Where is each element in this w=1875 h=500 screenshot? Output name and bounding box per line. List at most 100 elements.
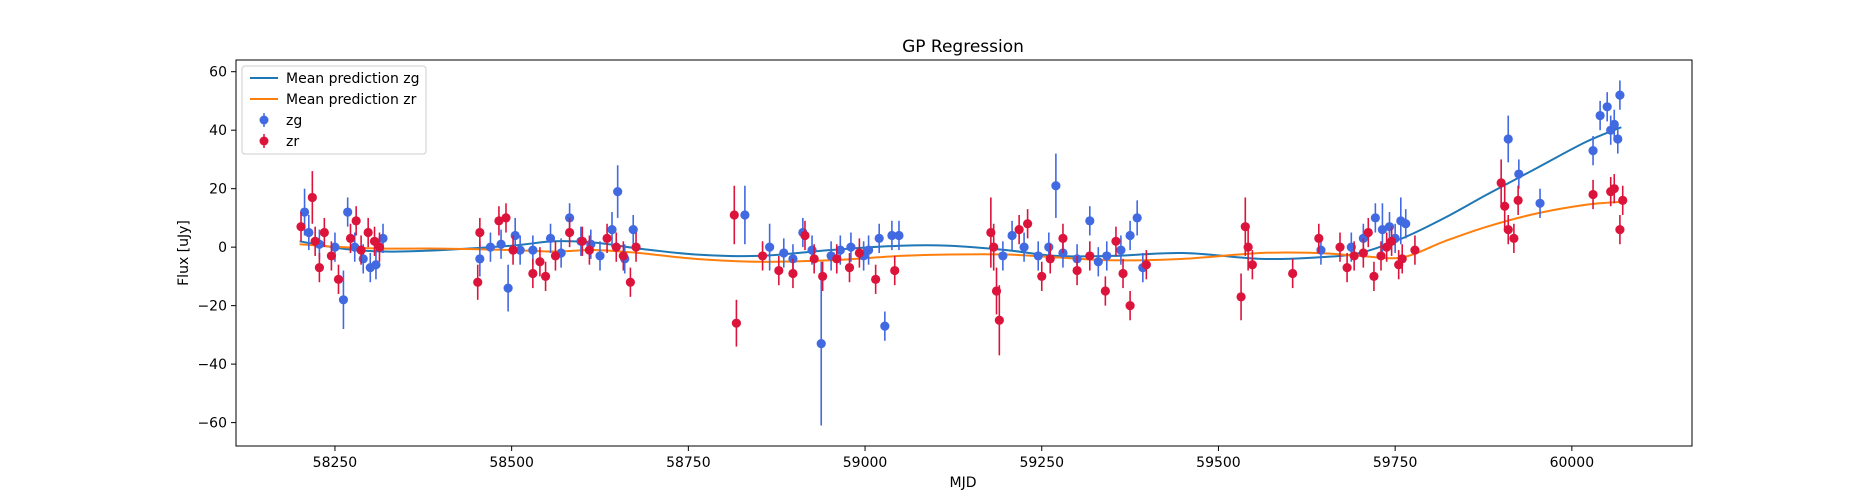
zr-data-point xyxy=(1314,233,1324,243)
y-tick-label: 40 xyxy=(209,123,227,139)
zg-data-point xyxy=(628,225,638,235)
x-tick-label: 58750 xyxy=(666,455,711,471)
zg-data-point xyxy=(1377,225,1388,235)
zg-data-point xyxy=(338,295,349,305)
x-tick-label: 59750 xyxy=(1373,455,1418,471)
zg-data-point xyxy=(835,245,845,255)
zg-data-point xyxy=(358,254,368,264)
zr-data-point xyxy=(729,210,739,220)
zr-data-point xyxy=(788,268,798,279)
zr-data-point xyxy=(1588,189,1598,200)
y-tick-label: 20 xyxy=(209,182,227,198)
zr-data-point xyxy=(1118,268,1128,279)
x-tick-label: 59250 xyxy=(1019,455,1064,471)
zr-data-point xyxy=(1376,251,1386,261)
plot-area xyxy=(296,80,1628,426)
zr-data-point xyxy=(1100,286,1110,296)
series-zr-points xyxy=(296,159,1628,356)
zr-data-point xyxy=(296,222,306,232)
zr-data-point xyxy=(1141,260,1151,270)
zg-data-point xyxy=(1595,110,1605,121)
zr-data-point xyxy=(1111,236,1121,246)
zr-data-point xyxy=(1125,301,1135,311)
zg-data-point xyxy=(528,245,538,255)
zg-data-point xyxy=(816,339,826,349)
zr-data-point xyxy=(731,318,742,328)
zg-data-point xyxy=(510,230,520,241)
zg-data-point xyxy=(595,251,605,261)
zg-data-point xyxy=(1613,134,1623,144)
zr-data-point xyxy=(535,257,545,267)
zr-data-point xyxy=(540,271,551,281)
zr-data-point xyxy=(1037,271,1047,281)
zg-data-point xyxy=(1609,119,1619,129)
zg-data-point xyxy=(779,248,789,258)
zr-data-point xyxy=(310,236,320,246)
zg-data-point xyxy=(496,239,506,249)
zg-data-point xyxy=(1116,245,1126,255)
y-axis-title: Flux [uJy] xyxy=(176,220,192,286)
zr-data-point xyxy=(1045,254,1055,264)
zr-data-point xyxy=(333,274,344,284)
zr-data-point xyxy=(1509,233,1519,243)
zr-data-point xyxy=(550,251,561,261)
zr-data-point xyxy=(1072,265,1082,276)
zr-data-point xyxy=(1410,245,1420,255)
zr-data-point xyxy=(854,248,864,258)
zg-data-point xyxy=(1033,251,1043,261)
zg-data-point xyxy=(1370,213,1380,223)
zr-data-point xyxy=(1363,227,1373,238)
zg-data-point xyxy=(1514,169,1524,179)
zr-data-point xyxy=(1342,263,1352,273)
zg-data-point xyxy=(475,254,485,264)
zg-data-point xyxy=(807,245,817,255)
zr-data-point xyxy=(1609,184,1619,194)
zg-data-point xyxy=(740,210,750,220)
zr-data-point xyxy=(1513,195,1523,205)
zg-data-point xyxy=(1007,230,1017,241)
zr-data-point xyxy=(356,245,366,255)
legend-swatch-zg-points xyxy=(259,113,269,127)
zr-data-point xyxy=(1369,271,1379,281)
zr-data-point xyxy=(994,315,1004,325)
zg-data-point xyxy=(503,283,513,293)
zr-data-point xyxy=(1335,242,1345,252)
zr-data-point xyxy=(1247,260,1257,270)
zg-data-point xyxy=(765,242,775,252)
zr-data-point xyxy=(1085,251,1095,261)
zr-data-point xyxy=(475,227,485,238)
zg-data-point xyxy=(378,233,388,243)
zr-data-point xyxy=(508,245,518,255)
zg-data-point xyxy=(894,230,904,241)
zr-data-point xyxy=(1058,233,1068,243)
zg-data-point xyxy=(304,227,314,238)
y-tick-label: 60 xyxy=(209,65,227,81)
y-tick-label: −40 xyxy=(197,357,227,373)
zr-data-point xyxy=(584,245,594,255)
zg-data-point xyxy=(887,230,897,241)
zg-data-point xyxy=(846,242,856,252)
zr-data-point xyxy=(1496,178,1506,188)
zr-data-point xyxy=(494,216,504,226)
zg-data-point xyxy=(330,242,340,252)
zr-data-point xyxy=(800,230,810,241)
legend-label-zg-points: zg xyxy=(286,113,302,129)
zr-data-point xyxy=(326,251,337,261)
zr-data-point xyxy=(374,242,385,252)
plot-frame xyxy=(235,59,1693,447)
zg-data-point xyxy=(1125,230,1135,241)
zg-data-point xyxy=(1132,213,1142,223)
y-tick-label: −60 xyxy=(197,416,227,432)
zr-data-point xyxy=(1500,201,1510,211)
x-tick-label: 58250 xyxy=(313,455,358,471)
legend-swatch-zr-points xyxy=(259,134,269,148)
zr-data-point xyxy=(565,227,575,238)
zr-data-point xyxy=(871,274,881,284)
zr-data-point xyxy=(528,268,538,279)
zr-data-point xyxy=(1236,292,1246,302)
zr-data-point xyxy=(832,254,842,264)
zg-data-point xyxy=(1602,102,1612,112)
zr-data-point xyxy=(818,271,828,281)
y-tick-label: 0 xyxy=(218,240,227,256)
